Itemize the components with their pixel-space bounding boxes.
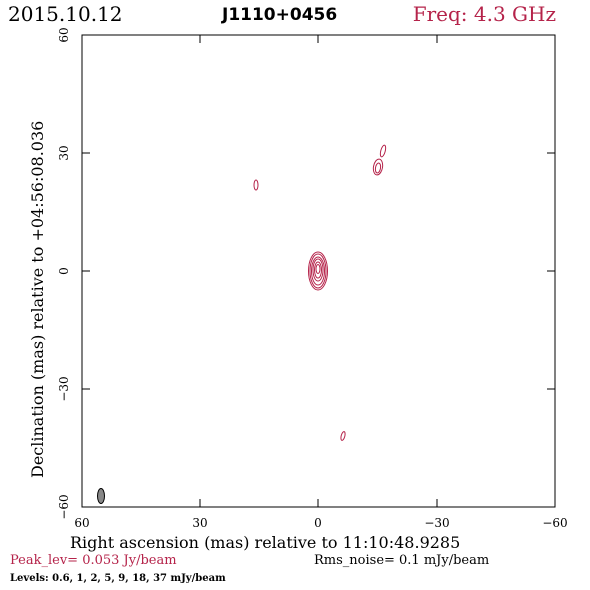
core-contours [308, 251, 328, 291]
x-tick-label: 30 [192, 516, 207, 530]
x-tick-label: 60 [74, 516, 89, 530]
plot-frame [81, 34, 556, 508]
contour-levels: Levels: 0.6, 1, 2, 5, 9, 18, 37 mJy/beam [10, 573, 226, 584]
observation-date: 2015.10.12 [8, 2, 123, 26]
beam-ellipse [97, 488, 105, 504]
y-tick-label: −60 [57, 494, 71, 519]
source-name: J1110+0456 [222, 5, 338, 25]
frequency-label: Freq: 4.3 GHz [412, 2, 556, 26]
y-axis-label: Declination (mas) relative to +04:56:08.… [28, 120, 47, 478]
y-tick-label: −30 [57, 376, 71, 401]
y-tick-label: 60 [57, 27, 71, 42]
noise-contour [253, 179, 259, 191]
x-tick-label: −30 [424, 516, 449, 530]
y-tick-label: 0 [57, 267, 71, 275]
x-tick-label: 0 [314, 516, 322, 530]
peak-level: Peak_lev= 0.053 Jy/beam [10, 553, 177, 568]
x-axis-label: Right ascension (mas) relative to 11:10:… [70, 533, 461, 552]
rms-noise: Rms_noise= 0.1 mJy/beam [314, 553, 490, 568]
x-tick-label: −60 [542, 516, 567, 530]
y-tick-label: 30 [57, 145, 71, 160]
jet-component-contours [372, 144, 387, 176]
noise-contour [340, 431, 346, 441]
